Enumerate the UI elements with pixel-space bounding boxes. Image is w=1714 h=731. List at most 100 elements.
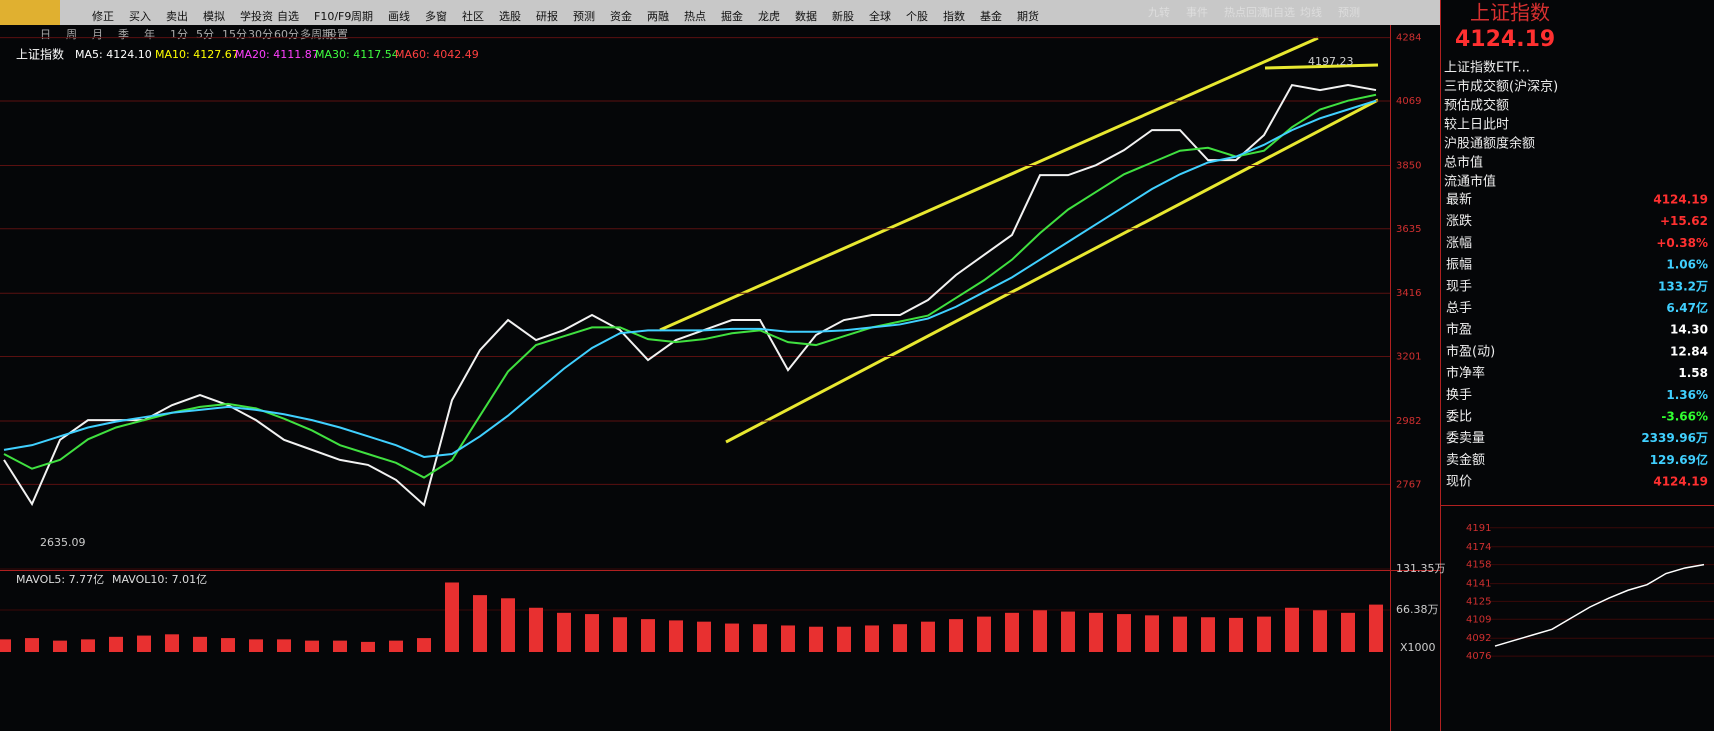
row-label: 涨幅	[1446, 236, 1472, 251]
period-tab[interactable]: 月	[92, 28, 103, 41]
price-line	[3, 93, 1377, 479]
mini-tick-label: 4191	[1466, 523, 1491, 534]
toolbar-right-item[interactable]: 加自选	[1262, 6, 1295, 19]
toolbar	[0, 0, 1440, 25]
toolbar-item[interactable]: 模拟	[203, 9, 225, 23]
toolbar-item[interactable]: 全球	[869, 9, 891, 23]
panel-link[interactable]: 预估成交额	[1444, 98, 1509, 114]
toolbar-item[interactable]: 热点	[684, 10, 706, 23]
period-tab[interactable]: 60分	[274, 28, 299, 41]
period-tab[interactable]: 季	[118, 28, 129, 41]
row-value: 1.36%	[1666, 388, 1708, 402]
toolbar-item[interactable]: 画线	[388, 9, 410, 23]
row-value: 129.69亿	[1650, 452, 1708, 467]
toolbar-right-item[interactable]: 均线	[1300, 5, 1322, 19]
volume-bar	[221, 638, 235, 652]
panel-link[interactable]: 上证指数ETF...	[1444, 61, 1530, 76]
toolbar-item[interactable]: 修正	[92, 9, 114, 23]
chart-title: 上证指数	[16, 47, 64, 62]
toolbar-item[interactable]: 周期	[351, 10, 373, 23]
toolbar-item[interactable]: 社区	[462, 9, 484, 23]
row-label: 市净率	[1446, 365, 1485, 381]
toolbar-item[interactable]: 新股	[832, 9, 854, 23]
toolbar-item[interactable]: F10/F9	[314, 10, 351, 23]
row-label: 市盈	[1446, 322, 1472, 338]
volume-bar	[193, 636, 207, 652]
panel-link[interactable]: 沪股通额度余额	[1444, 136, 1535, 152]
toolbar-item[interactable]: 个股	[906, 10, 928, 23]
volume-bar	[1117, 614, 1131, 652]
volume-bar	[921, 621, 935, 652]
volume-bar	[753, 624, 767, 652]
toolbar-item[interactable]: 自选	[277, 10, 299, 23]
volume-bar	[809, 626, 823, 652]
volume-bar	[977, 616, 991, 652]
y-tick-label: 3201	[1396, 352, 1421, 363]
toolbar-item[interactable]: 预测	[573, 10, 595, 23]
volume-bar	[1089, 612, 1103, 652]
toolbar-item[interactable]: 指数	[943, 9, 965, 23]
mini-tick-label: 4158	[1466, 560, 1491, 571]
toolbar-right-item[interactable]: 热点回测	[1224, 6, 1268, 19]
panel-link[interactable]: 流通市值	[1444, 174, 1496, 190]
y-tick-label: 2767	[1396, 479, 1421, 490]
volume-bar	[781, 625, 795, 652]
period-tab[interactable]: 5分	[196, 28, 214, 41]
period-tab[interactable]: 年	[144, 27, 155, 41]
period-tab[interactable]: 1分	[170, 28, 188, 41]
volume-bar	[613, 617, 627, 652]
volume-bar	[137, 635, 151, 652]
row-label: 现手	[1446, 279, 1472, 294]
period-tab[interactable]: 设置	[326, 28, 348, 41]
toolbar-item[interactable]: 龙虎	[758, 10, 780, 23]
volume-bar	[473, 595, 487, 652]
toolbar-item[interactable]: 两融	[647, 10, 669, 23]
volume-bar	[53, 640, 67, 652]
row-value: 14.30	[1670, 323, 1708, 337]
y-tick-label: 3850	[1396, 160, 1421, 171]
period-tab[interactable]: 15分	[222, 28, 247, 41]
row-value: 1.06%	[1666, 258, 1708, 272]
volume-bar	[417, 638, 431, 652]
toolbar-item[interactable]: 基金	[980, 9, 1002, 23]
row-label: 振幅	[1446, 258, 1472, 273]
toolbar-item[interactable]: 多窗	[425, 9, 447, 23]
y-tick-label: 4284	[1396, 33, 1421, 44]
toolbar-item[interactable]: 研报	[536, 9, 558, 23]
period-tab[interactable]: 30分	[248, 28, 273, 41]
toolbar-right-item[interactable]: 预测	[1338, 6, 1360, 19]
volume-bar	[109, 636, 123, 652]
panel-link[interactable]: 总市值	[1444, 155, 1483, 171]
row-label: 委卖量	[1446, 431, 1485, 446]
back-button[interactable]	[0, 0, 60, 25]
row-label: 最新	[1446, 192, 1472, 208]
volume-bar	[585, 614, 599, 652]
volume-bar	[333, 640, 347, 652]
period-tab[interactable]: 日	[40, 28, 51, 41]
volume-bar	[837, 626, 851, 652]
toolbar-right-item[interactable]: 事件	[1186, 6, 1208, 19]
toolbar-item[interactable]: 数据	[795, 9, 817, 23]
panel-link[interactable]: 三市成交额(沪深京)	[1444, 79, 1558, 95]
row-label: 卖金额	[1446, 452, 1485, 468]
y-tick-label: 3635	[1396, 224, 1421, 235]
toolbar-item[interactable]: 选股	[499, 10, 521, 23]
mini-tick-label: 4141	[1466, 579, 1491, 590]
volume-bar	[725, 623, 739, 652]
volume-bar	[557, 612, 571, 652]
volume-bar	[165, 634, 179, 652]
toolbar-item[interactable]: 资金	[610, 9, 632, 23]
toolbar-item[interactable]: 卖出	[166, 9, 188, 23]
volume-bar	[1313, 610, 1327, 652]
toolbar-item[interactable]: 学投资	[240, 9, 273, 23]
volume-bar	[1005, 612, 1019, 652]
period-tab[interactable]: 周	[66, 28, 77, 41]
toolbar-item[interactable]: 买入	[129, 10, 151, 23]
toolbar-item[interactable]: 掘金	[721, 9, 743, 23]
toolbar-item[interactable]: 期货	[1017, 9, 1039, 23]
panel-link[interactable]: 较上日此时	[1444, 118, 1509, 133]
volume-bar	[865, 625, 879, 652]
toolbar-right-item[interactable]: 九转	[1148, 5, 1170, 19]
row-label: 委比	[1446, 410, 1472, 425]
ma-label: MA5: 4124.10	[75, 48, 152, 61]
